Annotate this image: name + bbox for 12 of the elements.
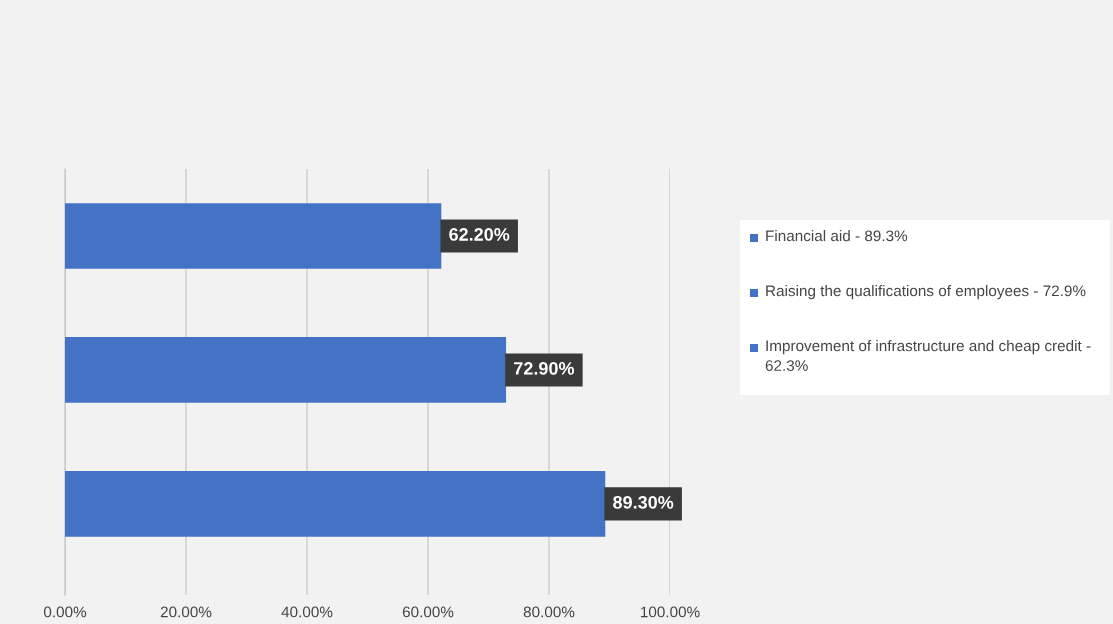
legend-label: Improvement of infrastructure and cheap credit - 62.3% [765, 340, 1091, 371]
legend-label: Raising the qualifications of employees - 72.9% [766, 285, 1086, 300]
data-label: 89.30% [613, 495, 674, 509]
data-label: 62.20% [449, 228, 510, 241]
x-tick-label: 100.00% [641, 606, 700, 618]
x-tick-label: 80.00% [523, 606, 575, 618]
x-tick-label: 40.00% [281, 606, 333, 618]
x-tick-label: 0.00% [43, 606, 87, 618]
legend-label: Financial aid - 89.3% [766, 230, 908, 242]
x-tick-label: 60.00% [402, 606, 454, 618]
x-tick-label: 20.00% [160, 606, 212, 618]
data-label: 72.90% [514, 362, 575, 375]
